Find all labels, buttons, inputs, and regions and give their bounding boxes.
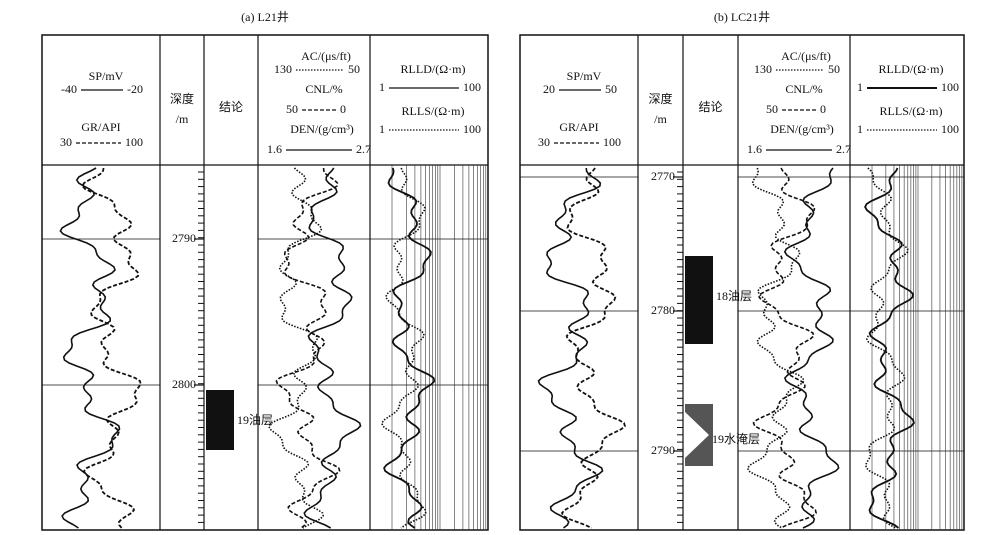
scale-min: 1: [379, 80, 385, 94]
panel-title: (a) L21井: [241, 10, 289, 24]
scale-min: 1.6: [267, 142, 282, 156]
scale-max: 50: [605, 82, 617, 96]
scale-min: 1: [379, 122, 385, 136]
zone-label: 19水淹层: [712, 432, 760, 446]
oil-zone: [685, 256, 713, 344]
scale-label: DEN/(g/cm³): [770, 122, 834, 136]
depth-label: 2780: [651, 303, 675, 317]
oil-zone: [206, 390, 234, 450]
scale-label: RLLD/(Ω·m): [401, 62, 466, 76]
scale-min: 1.6: [747, 142, 762, 156]
panel-frame: [41, 34, 489, 531]
gr-curve: [81, 167, 142, 529]
cnl-curve: [275, 167, 341, 529]
scale-label: SP/mV: [89, 69, 124, 83]
scale-max: 100: [463, 80, 481, 94]
scale-min: 1: [857, 122, 863, 136]
scale-label: DEN/(g/cm³): [290, 122, 354, 136]
scale-min: 20: [543, 82, 555, 96]
scale-max: 0: [820, 102, 826, 116]
rlls-curve: [864, 167, 909, 529]
scale-min: 130: [274, 62, 292, 76]
ac-curve: [267, 167, 325, 529]
zone-label: 18油层: [716, 289, 752, 303]
scale-min: 30: [538, 135, 550, 149]
water-zone-notch: [685, 412, 709, 458]
rlld-curve: [864, 167, 915, 529]
scale-max: 100: [463, 122, 481, 136]
scale-max: 2.7: [356, 142, 371, 156]
den-curve: [783, 167, 840, 529]
gr-curve: [560, 167, 626, 529]
panel-title: (b) LC21井: [714, 10, 770, 24]
scale-label: CNL/%: [305, 82, 342, 96]
scale-label: GR/API: [81, 120, 120, 134]
panel-frame: [519, 34, 965, 531]
scale-label: CNL/%: [785, 82, 822, 96]
scale-max: 100: [941, 80, 959, 94]
scale-min: 50: [286, 102, 298, 116]
scale-min: 130: [754, 62, 772, 76]
depth-label: 2770: [651, 169, 675, 183]
scale-label: SP/mV: [567, 69, 602, 83]
depth-header: 深度: [648, 91, 672, 106]
scale-min: 50: [766, 102, 778, 116]
scale-max: 2.7: [836, 142, 851, 156]
depth-label: 2790: [651, 443, 675, 457]
scale-max: 100: [603, 135, 621, 149]
scale-label: AC/(μs/ft): [781, 49, 831, 63]
depth-label: 2800: [172, 377, 196, 391]
ac-curve: [746, 167, 805, 529]
scale-max: 50: [348, 62, 360, 76]
depth-header: /m: [654, 112, 667, 126]
scale-max: 50: [828, 62, 840, 76]
den-curve: [303, 167, 362, 529]
scale-label: RLLD/(Ω·m): [879, 62, 944, 76]
conclusion-header: 结论: [219, 100, 243, 114]
scale-label: RLLS/(Ω·m): [402, 104, 465, 118]
rlld-curve: [383, 167, 436, 529]
scale-label: GR/API: [559, 120, 598, 134]
scale-max: -20: [127, 82, 143, 96]
depth-header: 深度: [170, 91, 194, 106]
scale-min: 1: [857, 80, 863, 94]
scale-max: 0: [340, 102, 346, 116]
cnl-curve: [752, 167, 817, 529]
sp-curve: [59, 167, 121, 529]
scale-min: 30: [60, 135, 72, 149]
scale-min: -40: [61, 82, 77, 96]
conclusion-header: 结论: [698, 100, 722, 114]
scale-max: 100: [941, 122, 959, 136]
scale-label: AC/(μs/ft): [301, 49, 351, 63]
scale-max: 100: [125, 135, 143, 149]
sp-curve: [537, 167, 604, 529]
zone-label: 19油层: [237, 413, 273, 427]
depth-label: 2790: [172, 231, 196, 245]
scale-label: RLLS/(Ω·m): [880, 104, 943, 118]
depth-header: /m: [176, 112, 189, 126]
rlls-curve: [380, 167, 427, 529]
